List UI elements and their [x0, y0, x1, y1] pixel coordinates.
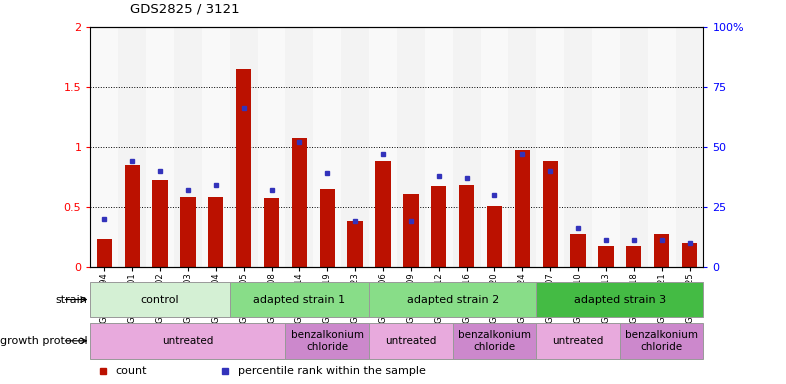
Bar — [571, 235, 586, 267]
Text: untreated: untreated — [385, 336, 436, 346]
Bar — [626, 247, 641, 267]
Bar — [174, 27, 202, 267]
Bar — [431, 187, 446, 267]
Bar — [480, 27, 509, 267]
Bar — [90, 282, 230, 317]
Bar — [654, 235, 670, 267]
Text: benzalkonium
chloride: benzalkonium chloride — [291, 330, 364, 352]
Bar — [230, 282, 369, 317]
Bar — [258, 27, 285, 267]
Text: count: count — [115, 366, 146, 376]
Bar — [97, 239, 112, 267]
Bar — [509, 27, 536, 267]
Bar — [208, 197, 223, 267]
Text: untreated: untreated — [162, 336, 214, 346]
Bar — [285, 323, 369, 359]
Bar — [542, 161, 558, 267]
Bar — [536, 27, 564, 267]
Bar — [347, 221, 363, 267]
Bar — [230, 27, 258, 267]
Bar — [236, 69, 252, 267]
Bar — [592, 27, 620, 267]
Text: GDS2825 / 3121: GDS2825 / 3121 — [130, 2, 239, 15]
Bar — [453, 323, 536, 359]
Bar — [376, 161, 391, 267]
Bar — [515, 151, 530, 267]
Bar — [369, 323, 453, 359]
Bar — [202, 27, 230, 267]
Bar — [292, 139, 307, 267]
Bar — [341, 27, 369, 267]
Text: benzalkonium
chloride: benzalkonium chloride — [458, 330, 531, 352]
Bar — [424, 27, 453, 267]
Bar — [180, 197, 196, 267]
Bar — [369, 27, 397, 267]
Bar — [620, 27, 648, 267]
Bar — [397, 27, 424, 267]
Bar — [152, 180, 167, 267]
Bar — [620, 323, 703, 359]
Bar — [285, 27, 314, 267]
Bar — [264, 199, 279, 267]
Text: untreated: untreated — [553, 336, 604, 346]
Bar — [598, 247, 614, 267]
Text: strain: strain — [56, 295, 87, 305]
Bar — [403, 194, 418, 267]
Text: benzalkonium
chloride: benzalkonium chloride — [625, 330, 698, 352]
Bar — [459, 185, 474, 267]
Bar — [369, 282, 536, 317]
Bar — [536, 282, 703, 317]
Bar — [320, 189, 335, 267]
Text: percentile rank within the sample: percentile rank within the sample — [237, 366, 425, 376]
Bar — [536, 323, 620, 359]
Bar — [90, 323, 285, 359]
Bar — [487, 206, 502, 267]
Bar — [676, 27, 703, 267]
Text: growth protocol: growth protocol — [0, 336, 87, 346]
Bar — [90, 27, 118, 267]
Bar — [124, 165, 140, 267]
Bar — [564, 27, 592, 267]
Text: adapted strain 1: adapted strain 1 — [253, 295, 346, 305]
Text: adapted strain 2: adapted strain 2 — [406, 295, 499, 305]
Bar — [146, 27, 174, 267]
Bar — [453, 27, 480, 267]
Text: control: control — [141, 295, 179, 305]
Text: adapted strain 3: adapted strain 3 — [574, 295, 666, 305]
Bar — [314, 27, 341, 267]
Bar — [682, 243, 697, 267]
Bar — [118, 27, 146, 267]
Bar — [648, 27, 676, 267]
